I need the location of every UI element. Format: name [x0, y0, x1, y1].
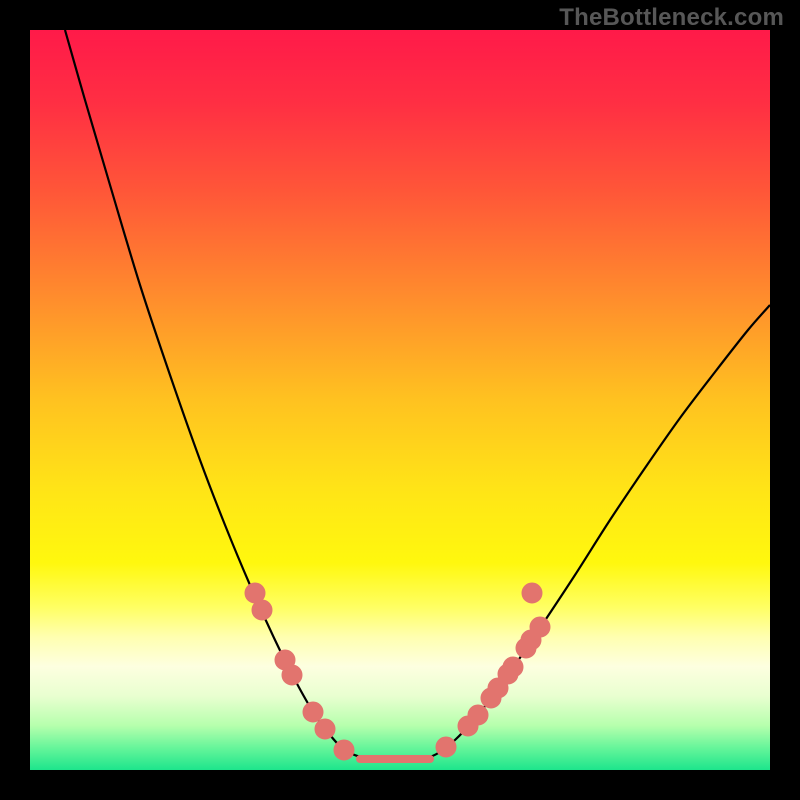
marker-dot [503, 657, 523, 677]
markers-right [436, 583, 550, 757]
curve-right [428, 305, 770, 758]
marker-dot [282, 665, 302, 685]
curve-left [65, 30, 364, 758]
marker-dot [334, 740, 354, 760]
marker-dot [315, 719, 335, 739]
marker-dot [252, 600, 272, 620]
watermark-text: TheBottleneck.com [559, 4, 784, 32]
marker-dot [468, 705, 488, 725]
chart-stage: TheBottleneck.com [0, 0, 800, 800]
marker-dot [530, 617, 550, 637]
marker-dot [522, 583, 542, 603]
marker-dot [436, 737, 456, 757]
chart-overlay [30, 30, 770, 770]
marker-dot [303, 702, 323, 722]
markers-left [245, 583, 354, 760]
